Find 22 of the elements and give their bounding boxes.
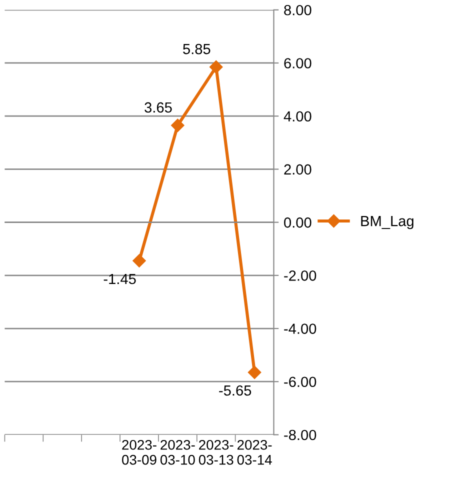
y-tick-label: 8.00 [284,4,312,16]
x-tick-label: 2023- 03-13 [198,440,234,465]
y-tick-label: -4.00 [284,324,316,334]
data-label: 5.85 [183,44,210,54]
point [132,254,146,268]
y-tick-label: -8.00 [284,430,316,440]
y-tick-label: 0.00 [284,217,312,228]
point [171,118,184,132]
y-tick-label: 2.00 [284,164,312,175]
x-tick-label: 2023- 03-09 [122,440,156,465]
data-label: 3.65 [144,102,172,113]
data-label: -5.65 [219,385,252,396]
x-tick-label: 2023- 03-10 [160,440,195,465]
point [210,60,223,74]
y-tick-label: -2.00 [284,270,316,281]
y-tick-label: 6.00 [284,58,312,68]
x-tick-label: 2023- 03-14 [237,440,272,465]
legend-label: BM_Lag [361,216,414,230]
y-tick-label: 4.00 [284,111,312,122]
y-tick-label: -6.00 [284,376,316,388]
point [248,366,262,379]
data-label: -1.45 [104,274,136,284]
